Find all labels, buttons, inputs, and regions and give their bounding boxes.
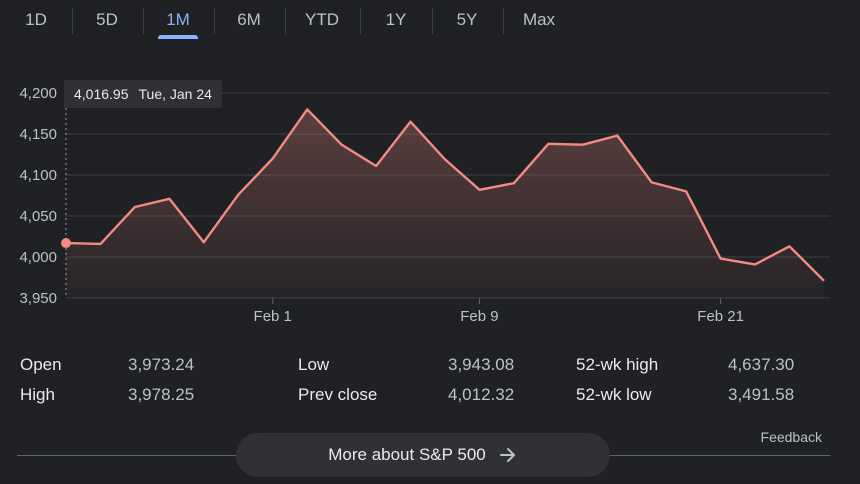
- tab-6m[interactable]: 6M: [237, 10, 261, 29]
- tab-1m[interactable]: 1M: [166, 10, 190, 29]
- stat-value-prev-close: 4,012.32: [448, 385, 515, 404]
- tab-max[interactable]: Max: [522, 10, 556, 29]
- stat-value-52wk-low: 3,491.58: [728, 385, 795, 404]
- tab-separator: [285, 8, 286, 34]
- tab-separator: [72, 8, 73, 34]
- price-line: [65, 108, 825, 282]
- y-tick-label: 3,950: [19, 290, 57, 307]
- y-tick-label: 4,200: [19, 85, 57, 102]
- hover-tooltip: 4,016.95 Tue, Jan 24: [64, 80, 222, 108]
- tab-ytd[interactable]: YTD: [305, 10, 339, 29]
- hover-point: [61, 238, 71, 249]
- stat-label-52wk-high: 52-wk high: [576, 355, 659, 374]
- x-tick-label: Feb 21: [697, 308, 744, 325]
- stat-value-high: 3,978.25: [128, 385, 195, 404]
- tab-1d[interactable]: 1D: [25, 10, 47, 29]
- time-range-tabs: 1D 5D 1M 6M YTD 1Y 5Y Max: [0, 0, 860, 44]
- x-tick-label: Feb 1: [254, 308, 292, 325]
- stat-label-prev-close: Prev close: [298, 385, 378, 404]
- more-about-button[interactable]: More about S&P 500: [236, 433, 610, 477]
- y-tick-label: 4,100: [19, 167, 57, 184]
- stat-label-high: High: [20, 385, 55, 404]
- price-area: [66, 109, 824, 299]
- more-about-label: More about S&P 500: [328, 445, 486, 464]
- tooltip-value: 4,016.95: [74, 86, 129, 102]
- tab-separator: [503, 8, 504, 34]
- price-chart[interactable]: 4,200 4,150 4,100 4,050 4,000 3,950 Feb 1 Feb …: [0, 44, 860, 344]
- tab-5y[interactable]: 5Y: [456, 10, 478, 29]
- tab-separator: [360, 8, 361, 34]
- arrow-right-icon: [498, 445, 518, 465]
- tab-5d[interactable]: 5D: [96, 10, 118, 29]
- tab-separator: [143, 8, 144, 34]
- y-tick-label: 4,050: [19, 208, 57, 225]
- stat-value-52wk-high: 4,637.30: [728, 355, 795, 374]
- stat-value-open: 3,973.24: [128, 355, 195, 374]
- x-tick-label: Feb 9: [460, 308, 498, 325]
- active-tab-indicator: [158, 35, 198, 39]
- stat-label-52wk-low: 52-wk low: [576, 385, 652, 404]
- feedback-link[interactable]: Feedback: [760, 429, 822, 445]
- y-tick-label: 4,000: [19, 249, 57, 266]
- tab-separator: [214, 8, 215, 34]
- stat-value-low: 3,943.08: [448, 355, 515, 374]
- stats-table: Open 3,973.24 High 3,978.25 Low 3,943.08…: [0, 350, 860, 410]
- tab-separator: [432, 8, 433, 34]
- stat-label-open: Open: [20, 355, 62, 374]
- y-tick-label: 4,150: [19, 126, 57, 143]
- tooltip-date: Tue, Jan 24: [138, 86, 212, 102]
- tab-1y[interactable]: 1Y: [385, 10, 407, 29]
- stat-label-low: Low: [298, 355, 330, 374]
